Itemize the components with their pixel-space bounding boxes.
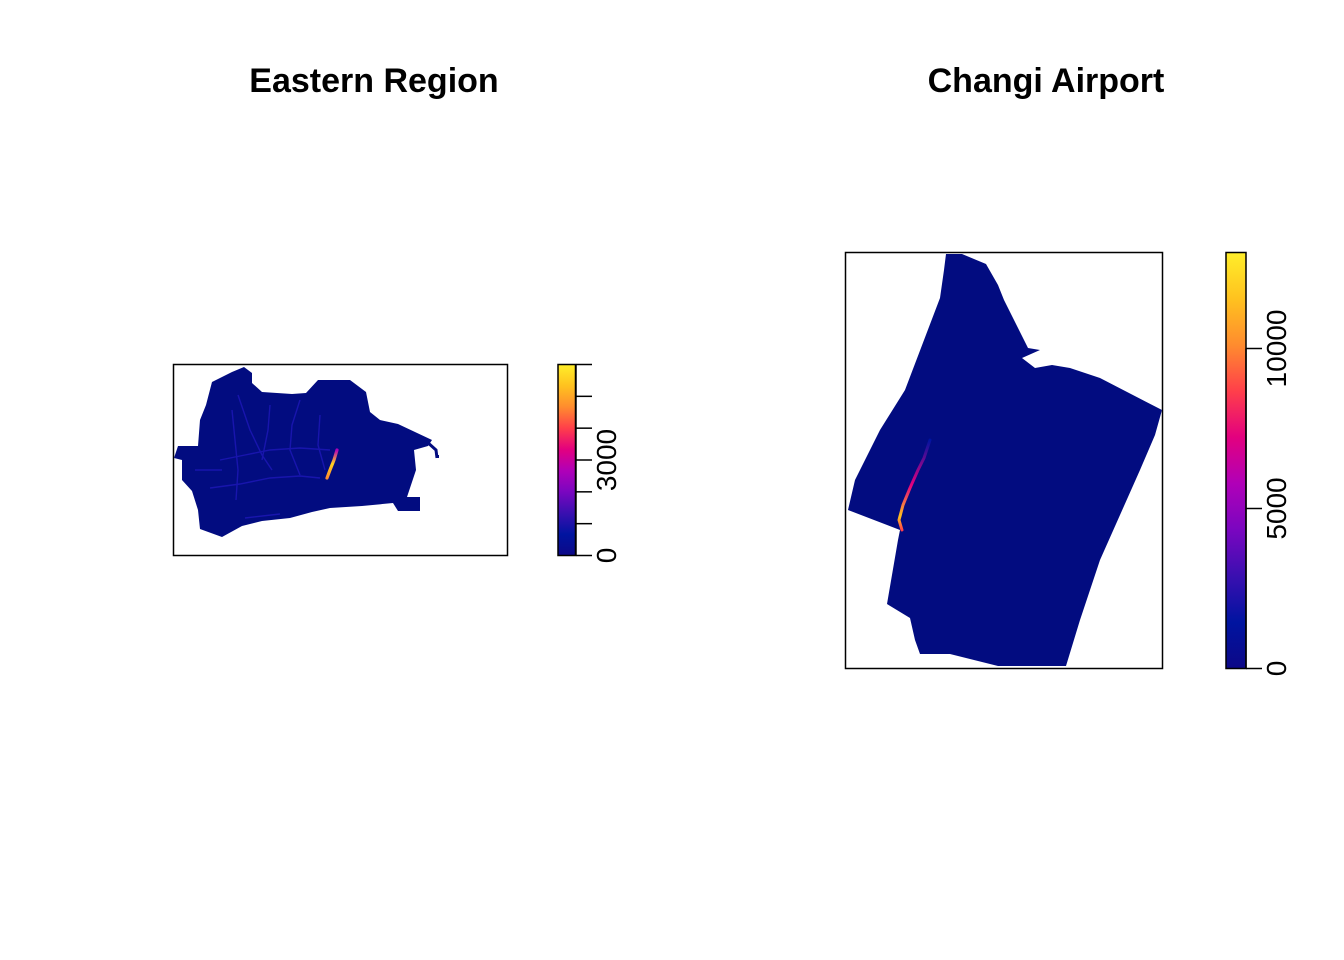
chart-title-changi-airport: Changi Airport bbox=[928, 62, 1165, 100]
hotspot-line-eastern-region bbox=[325, 448, 339, 480]
panel-changi-airport: Changi Airport 0 5000 10000 bbox=[844, 62, 1292, 677]
density-raster-changi-airport bbox=[848, 254, 1162, 666]
panel-eastern-region: Eastern Region 0 3000 bbox=[172, 62, 622, 564]
density-raster-eastern-region bbox=[174, 367, 432, 537]
colorbar-changi-airport bbox=[1225, 251, 1247, 670]
chart-title-eastern-region: Eastern Region bbox=[249, 62, 498, 100]
road-network-eastern-region bbox=[195, 394, 331, 519]
colorbar-tick-label: 5000 bbox=[1261, 477, 1292, 539]
colorbar-axis-changi-airport: 0 5000 10000 bbox=[1245, 310, 1292, 677]
colorbar-tick-label: 0 bbox=[591, 548, 622, 564]
colorbar-tick-label: 3000 bbox=[591, 429, 622, 491]
colorbar-tick-label: 0 bbox=[1261, 661, 1292, 677]
colorbar-tick-label: 10000 bbox=[1261, 310, 1292, 388]
colorbar-eastern-region bbox=[557, 363, 577, 557]
hotspot-line-changi-airport bbox=[897, 438, 932, 532]
colorbar-axis-eastern-region: 0 3000 bbox=[575, 363, 622, 564]
coast-dot-eastern-region bbox=[436, 455, 439, 458]
